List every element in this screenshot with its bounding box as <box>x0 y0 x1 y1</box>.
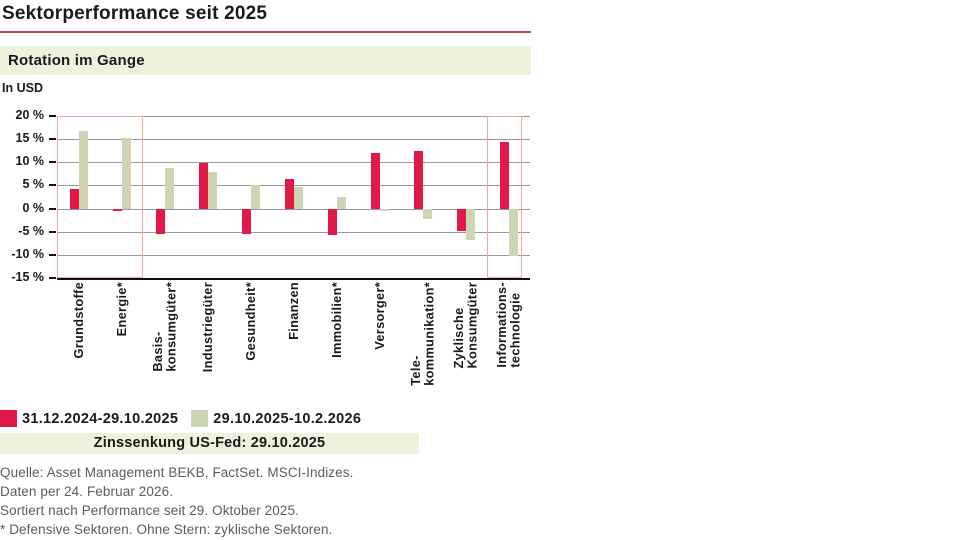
gridline <box>57 254 530 256</box>
gridline <box>57 208 530 210</box>
y-tick-mark <box>49 230 56 233</box>
x-axis-label-cell: Immobilien* <box>315 282 358 386</box>
x-axis-baseline <box>57 278 530 280</box>
bar <box>508 208 518 257</box>
gridline <box>57 116 530 117</box>
bar <box>241 208 251 235</box>
bar <box>250 184 260 209</box>
x-axis-label: Immobilien* <box>328 282 344 358</box>
sector-performance-chart: Grundstoffe Energie* Basis- konsumgüter* In… <box>0 108 531 410</box>
x-axis-label-cell: Grundstoffe <box>57 282 100 386</box>
bar <box>164 167 174 209</box>
y-tick-label: 15 % <box>15 131 45 146</box>
x-axis-label: Tele- kommunikation* <box>408 282 437 386</box>
bar <box>413 150 423 209</box>
gridline <box>57 162 530 164</box>
x-axis-label-cell: Basis- konsumgüter* <box>143 282 186 386</box>
bar <box>69 189 79 209</box>
y-tick-label: 20 % <box>15 108 45 122</box>
bar <box>456 208 466 231</box>
y-tick-mark <box>49 184 56 187</box>
bar <box>198 163 208 209</box>
footer-notes: Quelle: Asset Management BEKB, FactSet. … <box>0 463 531 539</box>
bar <box>370 153 380 209</box>
fed-rate-cut-band: Zinssenkung US-Fed: 29.10.2025 <box>0 433 419 454</box>
bar <box>155 208 165 234</box>
legend: 31.12.2024-29.10.2025 29.10.2025-10.2.20… <box>0 410 531 427</box>
bar <box>207 171 217 209</box>
x-axis-label: Informations- technologie <box>494 282 523 368</box>
currency-unit-label: In USD <box>2 81 43 95</box>
bar <box>112 208 122 211</box>
bar <box>78 130 88 209</box>
x-axis-label-cell: Energie* <box>100 282 143 386</box>
legend-swatch-period2 <box>191 410 209 427</box>
x-axis-label: Basis- konsumgüter* <box>150 282 179 372</box>
source-note: Quelle: Asset Management BEKB, FactSet. … <box>0 465 354 480</box>
x-axis-label-cell: Zyklische Konsumgüter <box>444 282 487 386</box>
legend-swatch-period1 <box>0 410 17 427</box>
x-axis-label-cell: Industriegüter <box>186 282 229 386</box>
x-axis-label: Gesundheit* <box>242 282 258 361</box>
legend-label-period2: 29.10.2025-10.2.2026 <box>213 410 362 427</box>
defensive-sectors-note: * Defensive Sektoren. Ohne Stern: zyklis… <box>0 522 333 537</box>
y-tick-mark <box>49 277 56 279</box>
x-axis-label: Zyklische Konsumgüter <box>451 282 480 369</box>
x-axis-label: Grundstoffe <box>70 282 86 359</box>
x-axis-label-cell: Gesundheit* <box>229 282 272 386</box>
x-axis-label: Industriegüter <box>199 282 215 373</box>
x-axis-label: Finanzen <box>285 282 301 340</box>
bar <box>422 208 432 219</box>
y-tick-mark <box>49 115 56 117</box>
sorting-note: Sortiert nach Performance seit 29. Oktob… <box>0 503 299 518</box>
data-date-note: Daten per 24. Februar 2026. <box>0 484 174 499</box>
y-tick-label: -15 % <box>11 270 44 284</box>
x-axis-labels: Grundstoffe Energie* Basis- konsumgüter* In… <box>57 282 530 386</box>
gridline <box>57 231 530 233</box>
y-tick-label: -10 % <box>11 246 44 261</box>
y-tick-label: 5 % <box>22 177 44 192</box>
y-tick-mark <box>49 161 56 164</box>
x-axis-label: Versorger* <box>371 282 387 350</box>
fed-period-highlight-box <box>487 116 522 278</box>
gridline <box>57 185 530 187</box>
x-axis-label-cell: Versorger* <box>358 282 401 386</box>
bar <box>327 208 337 236</box>
y-tick-mark <box>49 253 56 256</box>
y-tick-label: -5 % <box>18 223 44 238</box>
plot-area <box>57 116 530 280</box>
x-axis-label-cell: Finanzen <box>272 282 315 386</box>
bar <box>465 208 475 241</box>
y-tick-mark <box>49 207 56 210</box>
x-axis-label-cell: Tele- kommunikation* <box>401 282 444 386</box>
article-chart-module: Sektorperformance seit 2025 Rotation im … <box>0 0 531 539</box>
bar <box>293 186 303 209</box>
gridline <box>57 139 530 141</box>
fed-period-highlight-box <box>57 116 143 278</box>
bar <box>336 197 346 209</box>
y-tick-label: 10 % <box>15 154 45 169</box>
bar <box>121 137 131 209</box>
legend-label-period1: 31.12.2024-29.10.2025 <box>22 410 179 427</box>
x-axis-label-cell: Informations- technologie <box>487 282 530 386</box>
y-tick-label: 0 % <box>22 200 44 215</box>
chart-subtitle-band: Rotation im Gange <box>0 46 531 75</box>
bar <box>284 179 294 209</box>
page-title: Sektorperformance seit 2025 <box>0 0 531 33</box>
x-axis-label: Energie* <box>113 282 129 337</box>
bar <box>499 141 509 209</box>
bar <box>379 208 389 212</box>
y-tick-mark <box>49 138 56 141</box>
